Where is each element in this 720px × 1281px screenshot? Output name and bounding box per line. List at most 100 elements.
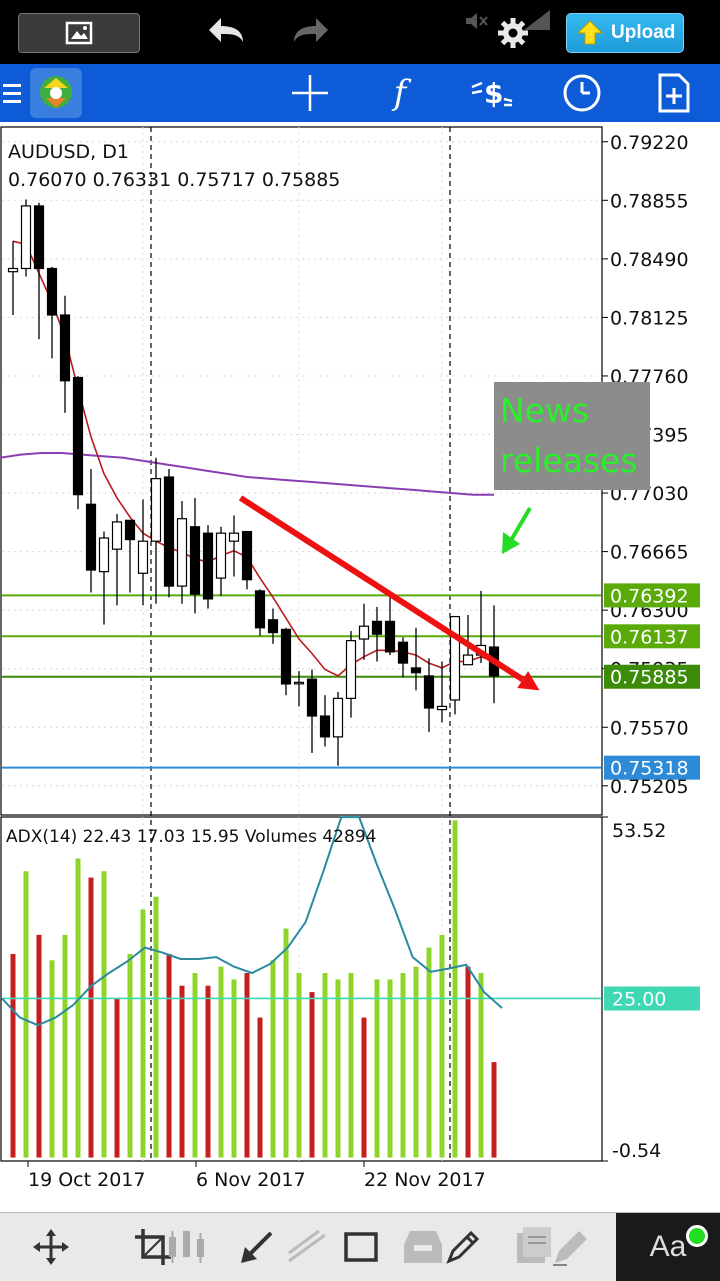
notes-tool-icon[interactable] [506, 1213, 564, 1281]
upload-label: Upload [611, 22, 676, 43]
upload-button[interactable]: Upload [566, 13, 684, 53]
menu-icon[interactable] [0, 64, 26, 122]
price-axis-label: 0.75205 [610, 776, 689, 798]
signal-icon [522, 8, 552, 30]
time-axis-label: 6 Nov 2017 [196, 1169, 306, 1191]
trendline-tool-icon[interactable] [278, 1213, 336, 1281]
chart-area[interactable]: 0.792200.788550.784900.781250.777600.773… [0, 122, 720, 1212]
indicators-f-icon[interactable]: f [393, 73, 407, 113]
status-bar: Upload [0, 0, 720, 64]
candle-bullish [98, 537, 110, 573]
volume-bar [387, 979, 393, 1158]
crosshair-icon[interactable] [280, 64, 340, 122]
volume-bar [478, 973, 484, 1158]
candles-tool-icon[interactable] [160, 1213, 218, 1281]
candle-bearish [189, 526, 201, 595]
trendline-arrow [238, 495, 525, 683]
candle-bearish [163, 476, 175, 587]
adx-line [1, 816, 503, 1027]
adx-level-badge [604, 986, 700, 1011]
candle-bearish [124, 519, 136, 541]
chart-symbol-title: AUDUSD, D1 [8, 141, 129, 163]
candle-bullish [345, 640, 357, 699]
volume-bar [426, 947, 432, 1158]
candle-bearish [371, 620, 383, 635]
candle-bullish [228, 532, 240, 542]
volume-bar [374, 979, 380, 1158]
image-icon [65, 21, 93, 45]
price-axis-label: 0.76665 [610, 542, 689, 564]
price-level-value: 0.76137 [610, 626, 689, 648]
candle-bearish [241, 530, 253, 581]
screenshot-button[interactable] [18, 13, 140, 53]
annotation-text-line2: releases [500, 441, 638, 480]
pencil-tool-icon[interactable] [434, 1213, 492, 1281]
arrow-tool-icon[interactable] [228, 1213, 286, 1281]
price-level-lines [2, 594, 601, 769]
price-level-value: 0.75318 [610, 758, 689, 780]
volume-bar [114, 998, 120, 1158]
svg-text:$: $ [484, 77, 503, 110]
rectangle-tool-icon[interactable] [332, 1213, 390, 1281]
candle-bullish [436, 705, 448, 711]
volume-bar [49, 960, 55, 1158]
indicator-axis-label: 53.52 [612, 820, 666, 842]
volume-bar [309, 992, 315, 1158]
volume-bar [179, 985, 185, 1158]
volume-bar [75, 858, 81, 1158]
settings-gear-icon[interactable] [496, 16, 530, 50]
volume-bar [36, 934, 42, 1158]
undo-icon[interactable] [205, 14, 249, 50]
annotation-box[interactable] [494, 382, 650, 490]
redo-icon[interactable] [288, 14, 332, 50]
candle-bullish [7, 267, 19, 273]
price-level-badge [604, 755, 700, 780]
volume-bar [88, 877, 94, 1158]
volume-bar [257, 1017, 263, 1158]
volume-bar [231, 979, 237, 1158]
candle-bearish [397, 641, 409, 664]
trendline-layer[interactable] [238, 495, 540, 691]
price-axis-label: 0.78490 [610, 249, 689, 271]
new-order-icon[interactable] [644, 64, 704, 122]
volume-bar [62, 934, 68, 1158]
candle-bearish [410, 667, 422, 674]
volume-bar [439, 934, 445, 1158]
active-dot-icon [686, 1225, 708, 1247]
candle-bearish [59, 314, 71, 382]
candle-bullish [358, 625, 370, 640]
crop-icon[interactable] [124, 1213, 182, 1281]
history-clock-icon[interactable] [552, 64, 612, 122]
candle-bullish [176, 518, 188, 587]
move-icon[interactable] [22, 1213, 80, 1281]
volume-bar [491, 1062, 497, 1158]
volume-bar [296, 973, 302, 1158]
candle-bearish [267, 619, 279, 634]
price-axis: 0.792200.788550.784900.781250.777600.773… [602, 132, 689, 798]
candle-bullish [332, 697, 344, 738]
volume-bar [166, 953, 172, 1158]
highlighter-tool-icon[interactable] [540, 1213, 598, 1281]
candle-bullish [137, 540, 149, 574]
candle-bearish [46, 267, 58, 316]
volume-bar [205, 985, 211, 1158]
price-level-badge [604, 664, 700, 689]
tray-tool-icon[interactable] [394, 1213, 452, 1281]
candle-bearish [202, 532, 214, 600]
mute-icon [464, 10, 490, 32]
price-axis-label: 0.78125 [610, 307, 689, 329]
volume-bar [10, 953, 16, 1158]
time-axis: 19 Oct 2017 6 Nov 2017 22 Nov 2017 [27, 1161, 486, 1191]
trade-dollar-icon[interactable]: $ [462, 64, 522, 122]
volume-bar [127, 953, 133, 1158]
adx-level-value: 25.00 [612, 988, 666, 1010]
text-tool-icon[interactable]: Aa [616, 1213, 720, 1281]
candle-bearish [423, 675, 435, 709]
volume-bar [283, 928, 289, 1158]
indicator-label: ADX(14) 22.43 17.03 15.95 Volumes 42894 [6, 827, 376, 847]
indicator-axis: 53.52 -0.54 25.00 [602, 816, 700, 1162]
ma-fast-line [12, 240, 495, 677]
upload-arrow-icon [576, 20, 604, 45]
annotation-arrow-icon [502, 506, 532, 554]
candle-bearish [254, 590, 266, 629]
